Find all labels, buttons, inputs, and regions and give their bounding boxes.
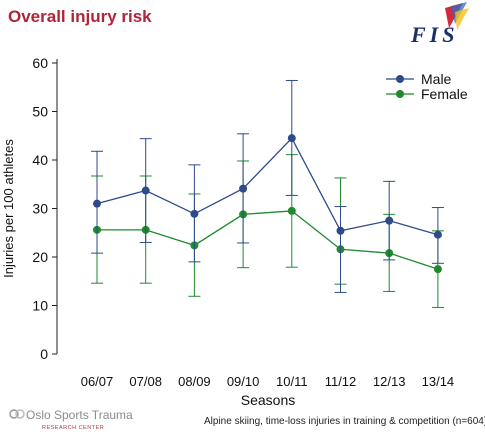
logo-swoosh-yellow	[455, 8, 469, 30]
series-layer	[91, 79, 444, 308]
y-tick-label: 40	[32, 152, 48, 168]
x-tick-label: 08/09	[178, 374, 211, 389]
data-point	[239, 184, 248, 193]
logo-ring-1	[9, 409, 19, 419]
y-axis-label: Injuries per 100 athletes	[1, 139, 16, 278]
fis-logo: FIS	[410, 2, 469, 47]
x-tick-label: 13/14	[422, 374, 455, 389]
data-point	[433, 265, 442, 274]
data-point	[141, 186, 150, 195]
data-point	[190, 209, 199, 218]
series-line	[96, 137, 439, 236]
footnote: Alpine skiing, time-loss injuries in tra…	[204, 416, 485, 427]
y-tick-label: 30	[32, 201, 48, 217]
logo-text: FIS	[410, 22, 458, 47]
data-point	[287, 206, 296, 215]
legend-marker	[396, 90, 404, 98]
legend-label: Female	[421, 86, 468, 102]
legend-marker	[396, 75, 404, 83]
x-tick-label: 09/10	[227, 374, 260, 389]
axes-group: 0 10 20 30 40 50 60 06/07 07/08 08/09 09/10 10/11 11…	[1, 55, 454, 408]
x-tick-label: 12/13	[373, 374, 406, 389]
logo-ring-2	[15, 409, 25, 419]
footer-sub: RESEARCH CENTER	[42, 425, 104, 431]
y-tick-label: 60	[32, 55, 48, 71]
series-male	[91, 79, 444, 293]
series-female	[91, 154, 444, 308]
data-point	[433, 230, 442, 239]
y-tick-label: 50	[32, 104, 48, 120]
data-point	[385, 216, 394, 225]
data-point	[336, 226, 345, 235]
y-tick-label: 20	[32, 249, 48, 265]
data-point	[93, 199, 101, 208]
chart-title: Overall injury risk	[8, 7, 152, 26]
x-tick-label: 06/07	[81, 374, 114, 389]
x-tick-label: 10/11	[276, 374, 308, 389]
legend-label: Male	[421, 71, 452, 87]
series-line	[97, 210, 439, 270]
y-tick-label: 0	[40, 346, 48, 362]
x-tick-label: 11/12	[325, 374, 357, 389]
x-tick-label: 07/08	[129, 374, 162, 389]
data-point	[287, 134, 296, 143]
footer-brand: Oslo Sports Trauma	[26, 408, 133, 422]
oslo-sports-trauma-logo: Oslo Sports Trauma RESEARCH CENTER	[9, 408, 133, 431]
x-axis-label: Seasons	[241, 392, 295, 408]
y-tick-label: 10	[32, 298, 48, 314]
